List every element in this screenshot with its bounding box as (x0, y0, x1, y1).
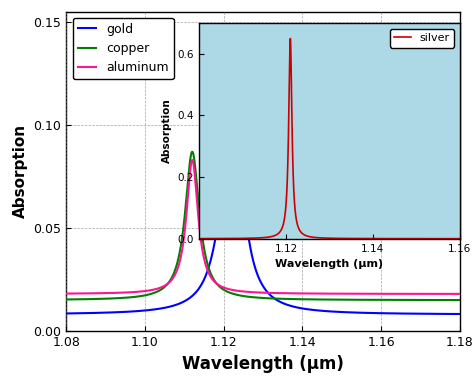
silver (197, 236, 203, 241)
aluminum (457, 291, 463, 296)
gold (64, 311, 69, 316)
Line: gold: gold (66, 55, 460, 314)
copper (80, 297, 85, 301)
silver (212, 236, 218, 241)
aluminum (190, 158, 195, 162)
aluminum (436, 291, 442, 296)
aluminum (65, 291, 71, 296)
Line: copper: copper (66, 152, 460, 300)
copper (141, 293, 146, 298)
gold (256, 275, 262, 280)
Legend: silver: silver (390, 28, 454, 47)
gold (436, 311, 442, 316)
gold (141, 308, 146, 313)
copper (436, 298, 442, 302)
X-axis label: Wavelength (μm): Wavelength (μm) (275, 259, 383, 269)
copper (457, 298, 463, 302)
gold (65, 311, 71, 316)
X-axis label: Wavelength (μm): Wavelength (μm) (182, 355, 344, 373)
aluminum (141, 289, 146, 293)
copper (190, 149, 195, 154)
gold (229, 52, 235, 57)
copper (87, 297, 93, 301)
silver (247, 236, 253, 241)
Line: silver: silver (199, 38, 460, 239)
copper (256, 295, 262, 300)
Y-axis label: Absorption: Absorption (13, 124, 28, 218)
silver (288, 36, 293, 41)
aluminum (87, 291, 93, 296)
silver (443, 236, 449, 241)
silver (196, 236, 202, 241)
gold (457, 312, 463, 316)
gold (87, 311, 93, 315)
aluminum (64, 291, 69, 296)
Legend: gold, copper, aluminum: gold, copper, aluminum (73, 18, 174, 79)
silver (324, 236, 329, 240)
silver (207, 236, 213, 241)
aluminum (80, 291, 85, 296)
aluminum (256, 290, 262, 295)
Y-axis label: Absorption: Absorption (162, 99, 172, 163)
silver (457, 236, 463, 241)
copper (64, 297, 69, 302)
gold (80, 311, 85, 315)
Line: aluminum: aluminum (66, 160, 460, 294)
copper (65, 297, 71, 302)
